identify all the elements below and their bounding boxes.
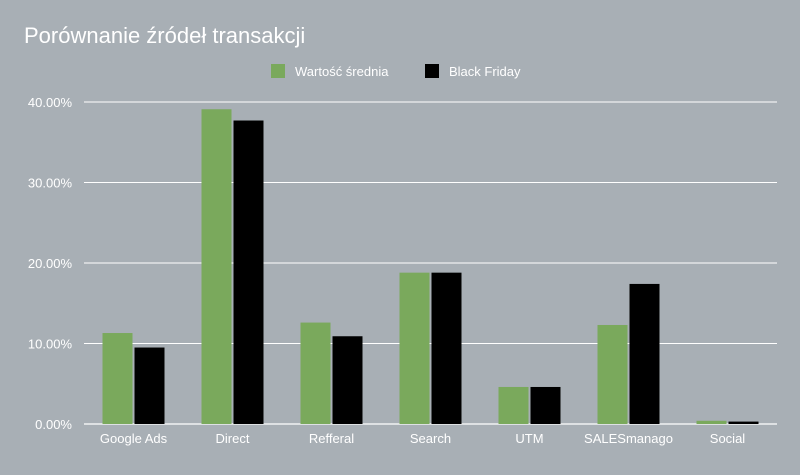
bar-social-black-friday xyxy=(728,421,759,424)
bar-google-ads-wartosc-srednia xyxy=(102,333,133,424)
bar-utm-black-friday xyxy=(530,386,561,424)
y-tick-label: 10.00% xyxy=(28,337,73,352)
bar-direct-black-friday xyxy=(233,120,264,424)
x-tick-label: SALESmanago xyxy=(584,431,673,446)
y-tick-label: 20.00% xyxy=(28,256,73,271)
bar-utm-wartosc-srednia xyxy=(498,386,529,424)
y-axis: 0.00% 10.00% 20.00% 30.00% 40.00% xyxy=(28,95,73,432)
bar-search-black-friday xyxy=(431,272,462,424)
bar-refferal-wartosc-srednia xyxy=(300,322,331,424)
bar-search-wartosc-srednia xyxy=(399,272,430,424)
bar-google-ads-black-friday xyxy=(134,347,165,424)
legend-label-black-friday: Black Friday xyxy=(449,64,521,79)
y-tick-label: 30.00% xyxy=(28,176,73,191)
x-tick-label: UTM xyxy=(515,431,543,446)
gridlines xyxy=(84,101,777,425)
bar-social-wartosc-srednia xyxy=(696,420,727,424)
bar-refferal-black-friday xyxy=(332,336,363,424)
bar-salesmanago-black-friday xyxy=(629,283,660,424)
x-axis: Google Ads Direct Refferal Search UTM SALESma… xyxy=(100,431,745,446)
x-tick-label: Refferal xyxy=(309,431,354,446)
x-tick-label: Social xyxy=(710,431,746,446)
bars xyxy=(102,109,759,425)
legend-swatch-black-friday xyxy=(425,64,439,78)
bar-direct-wartosc-srednia xyxy=(201,109,232,425)
x-tick-label: Search xyxy=(410,431,451,446)
legend-swatch-wartosc-srednia xyxy=(271,64,285,78)
legend: Wartość średnia Black Friday xyxy=(271,64,521,79)
x-tick-label: Direct xyxy=(216,431,250,446)
y-tick-label: 0.00% xyxy=(35,417,72,432)
y-tick-label: 40.00% xyxy=(28,95,73,110)
chart-title: Porównanie źródeł transakcji xyxy=(24,23,305,48)
legend-label-wartosc-srednia: Wartość średnia xyxy=(295,64,389,79)
x-tick-label: Google Ads xyxy=(100,431,168,446)
bar-salesmanago-wartosc-srednia xyxy=(597,324,628,424)
